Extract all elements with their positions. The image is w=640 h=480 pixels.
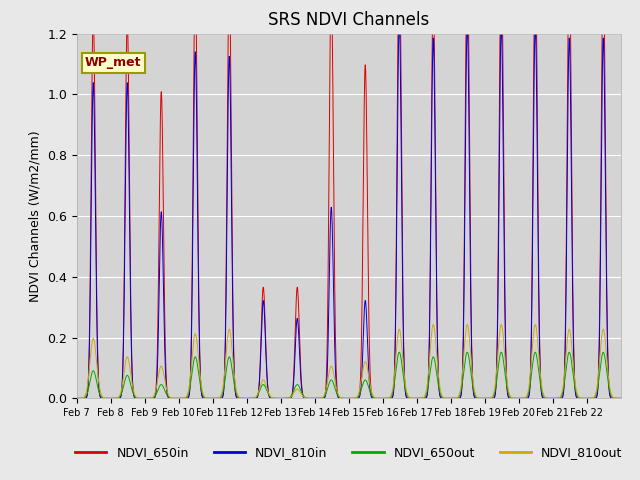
NDVI_810out — [617, 396, 625, 401]
NDVI_650in — [89, 15, 97, 21]
NDVI_810in — [396, 17, 403, 23]
NDVI_810in — [277, 396, 285, 401]
Line: NDVI_810out: NDVI_810out — [77, 324, 621, 398]
NDVI_810in — [544, 396, 552, 401]
NDVI_810out — [73, 396, 81, 401]
Title: SRS NDVI Channels: SRS NDVI Channels — [268, 11, 429, 29]
Legend: NDVI_650in, NDVI_810in, NDVI_650out, NDVI_810out: NDVI_650in, NDVI_810in, NDVI_650out, NDV… — [70, 441, 628, 464]
NDVI_650in — [617, 396, 625, 401]
NDVI_810in — [381, 396, 389, 401]
NDVI_650in — [513, 396, 521, 401]
NDVI_810in — [73, 396, 81, 401]
NDVI_810in — [617, 396, 625, 401]
NDVI_810out — [544, 396, 552, 401]
Y-axis label: NDVI Channels (W/m2/mm): NDVI Channels (W/m2/mm) — [29, 130, 42, 302]
NDVI_650in — [544, 396, 552, 401]
NDVI_650out — [127, 384, 135, 389]
Line: NDVI_810in: NDVI_810in — [77, 20, 621, 398]
NDVI_650in — [127, 336, 135, 341]
NDVI_810out — [277, 396, 285, 401]
NDVI_650out — [544, 396, 552, 401]
NDVI_810out — [381, 396, 389, 401]
NDVI_810in — [127, 334, 135, 340]
Line: NDVI_650out: NDVI_650out — [77, 352, 621, 398]
NDVI_650out — [513, 396, 521, 401]
NDVI_650in — [245, 396, 253, 401]
NDVI_650out — [244, 396, 252, 401]
NDVI_650in — [73, 396, 81, 401]
NDVI_810in — [610, 396, 618, 401]
NDVI_650out — [463, 349, 471, 355]
NDVI_810out — [610, 395, 618, 400]
NDVI_810in — [513, 396, 521, 401]
NDVI_650out — [610, 395, 618, 401]
NDVI_810out — [127, 374, 135, 380]
Line: NDVI_650in: NDVI_650in — [77, 18, 621, 398]
NDVI_650out — [73, 396, 81, 401]
NDVI_650out — [277, 396, 285, 401]
NDVI_650out — [381, 396, 389, 401]
NDVI_650in — [610, 396, 618, 401]
Text: WP_met: WP_met — [85, 57, 141, 70]
NDVI_810out — [244, 396, 252, 401]
NDVI_810out — [463, 322, 471, 327]
NDVI_810out — [513, 396, 521, 401]
NDVI_810in — [244, 396, 252, 401]
NDVI_650out — [617, 396, 625, 401]
NDVI_650in — [382, 396, 390, 401]
NDVI_650in — [277, 396, 285, 401]
